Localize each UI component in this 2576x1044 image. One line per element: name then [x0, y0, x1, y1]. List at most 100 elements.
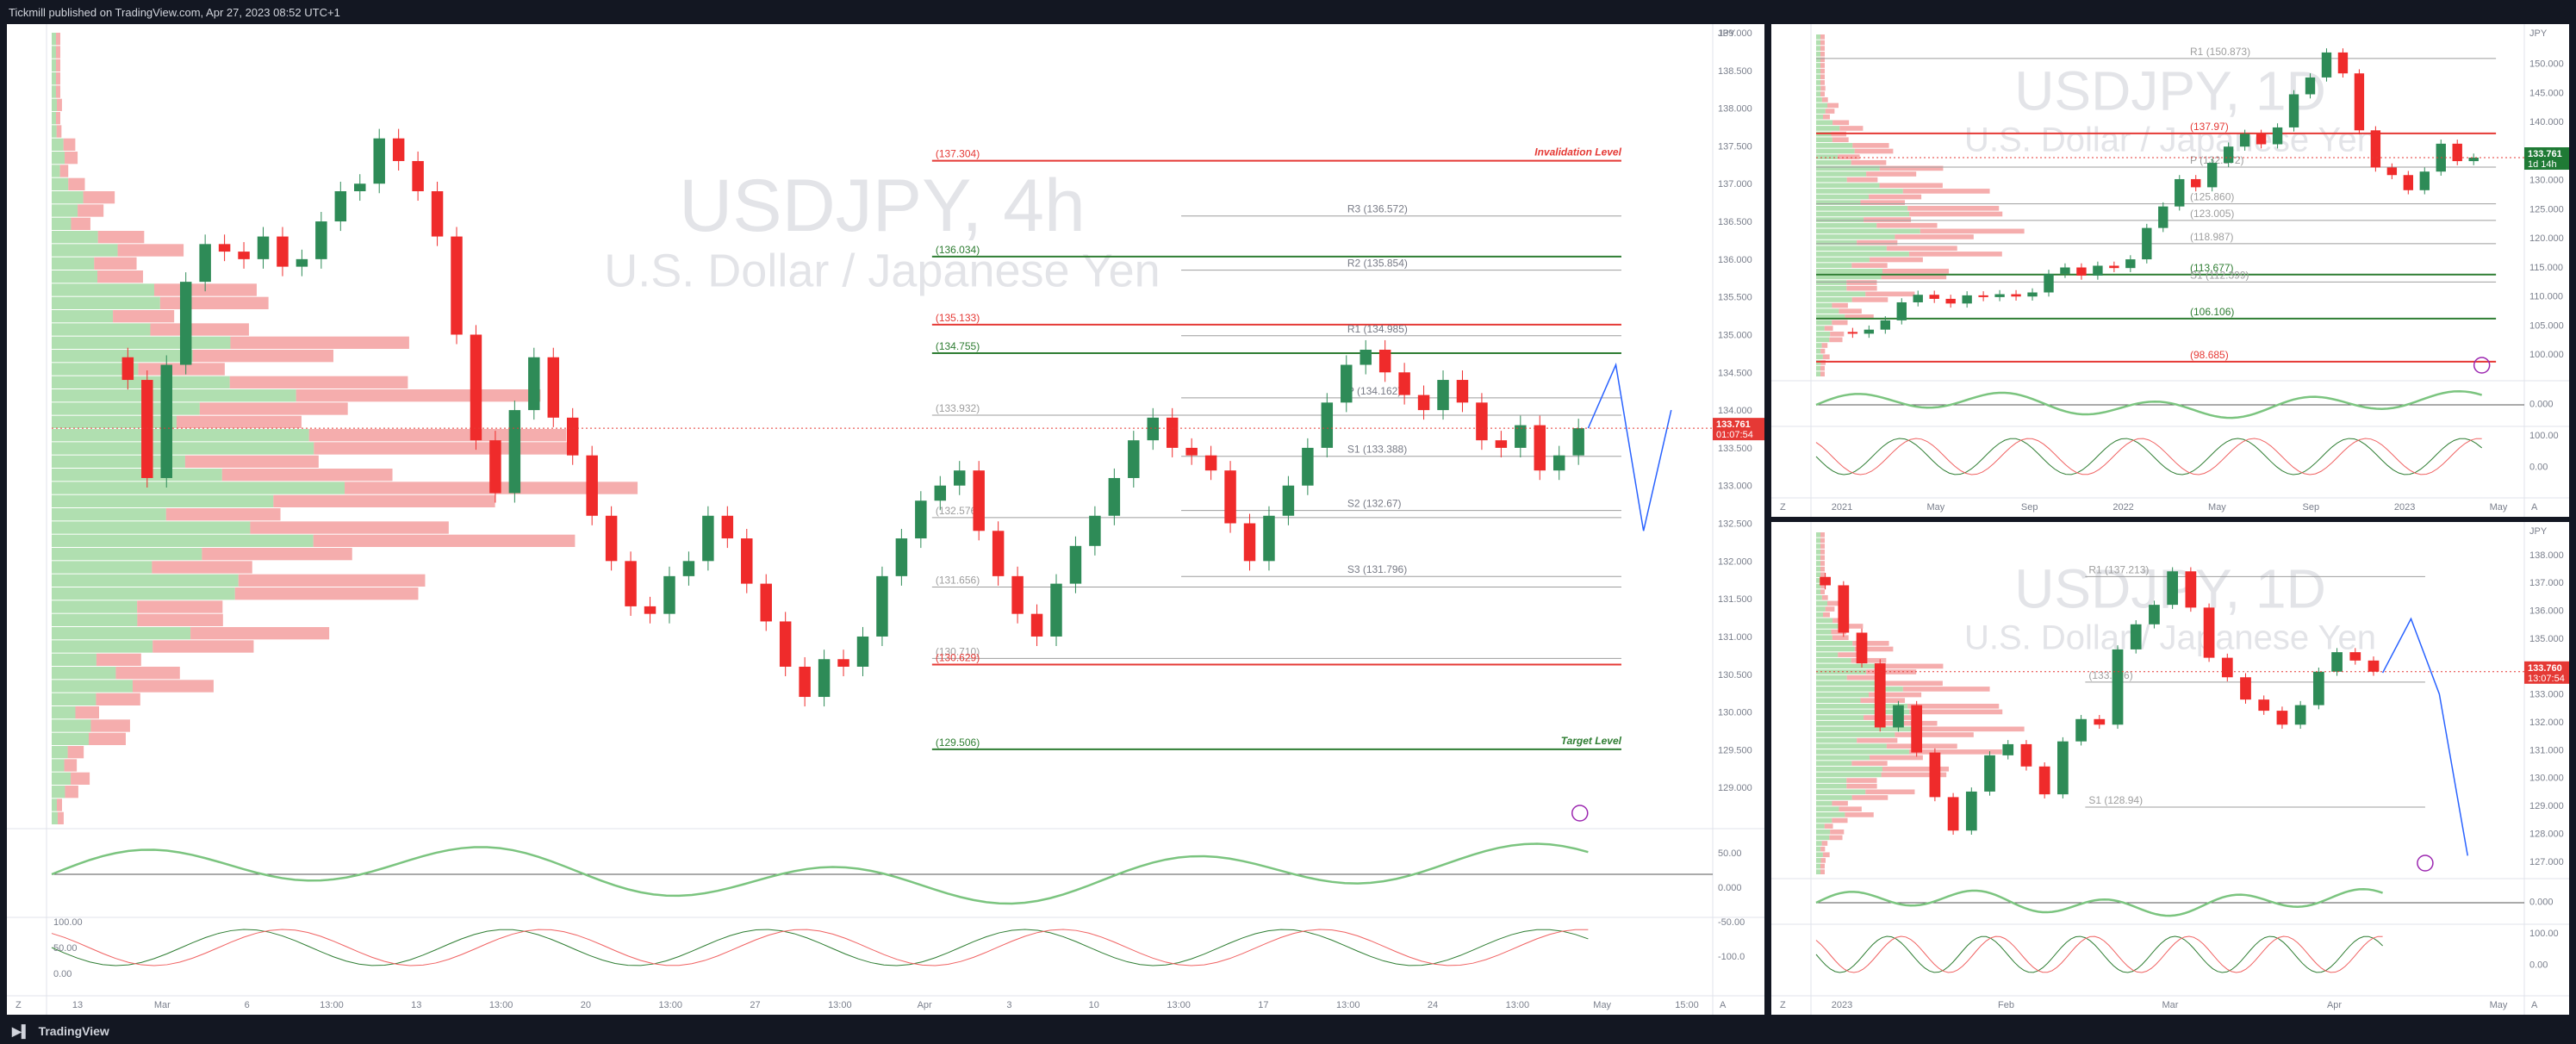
volume-profile-down [1825, 109, 1835, 114]
volume-profile-up [1816, 189, 1903, 194]
y-tick-label: 132.000 [2529, 718, 2564, 728]
volume-profile-up [1816, 532, 1820, 538]
volume-profile-up [1816, 618, 1833, 624]
volume-profile-down [1909, 709, 2003, 715]
oscillator-line [51, 842, 1589, 905]
volume-profile-up [1816, 57, 1820, 63]
candle-body [1896, 301, 1907, 320]
zoom-icon: Z [16, 1000, 22, 1010]
volume-profile-down [1820, 846, 1826, 852]
candle-body [760, 583, 772, 622]
candle-body [2167, 571, 2179, 606]
daily-chart-panel-top[interactable]: USDJPY, 1D U.S. Dollar / Japanese Yen JPY 1… [1771, 24, 2569, 517]
candle-body [1243, 523, 1256, 562]
candle-body [741, 538, 753, 584]
volume-profile-down [1832, 302, 1848, 308]
volume-profile-up [1816, 869, 1820, 874]
tradingview-brand[interactable]: ▶▌ TradingView [12, 1024, 109, 1039]
volume-profile-up [1816, 51, 1820, 57]
brand-label: TradingView [38, 1024, 109, 1038]
price-level-label: (137.304) [936, 148, 980, 160]
volume-profile-up [52, 323, 151, 336]
stochastic-k-line [51, 929, 1589, 966]
volume-profile-up [1816, 663, 1880, 669]
candle-body [1929, 752, 1941, 798]
volume-profile-down [1821, 841, 1828, 846]
candle-body [586, 455, 598, 516]
volume-profile-down [75, 706, 100, 719]
price-level-label: (135.133) [936, 312, 980, 324]
last-price-value: 133.760 [2528, 663, 2562, 674]
volume-profile-down [1881, 772, 1947, 778]
volume-profile-down [56, 72, 60, 85]
left-strip [1771, 522, 1811, 1015]
candle-body [2038, 766, 2050, 795]
daily-chart-panel-bottom[interactable]: USDJPY, 1D U.S. Dollar / Japanese Yen JPY 1… [1771, 522, 2569, 1015]
volume-profile-down [56, 112, 60, 125]
volume-profile-down [1846, 280, 1877, 285]
price-level-label: (131.656) [936, 574, 980, 586]
volume-profile-up [52, 653, 96, 666]
countdown-label: 1d 14h [2528, 159, 2557, 170]
volume-profile-up [1816, 555, 1820, 561]
price-level-label: (134.755) [936, 340, 980, 352]
volume-profile-down [1902, 189, 1990, 194]
volume-profile-down [97, 231, 145, 244]
volume-profile-down [68, 177, 85, 190]
watermark-name: U.S. Dollar / Japanese Yen [1964, 619, 2376, 657]
y-tick-label: 129.000 [1718, 783, 1752, 793]
volume-profile-down [1825, 606, 1835, 612]
oscillator-scale-label: 0.000 [2529, 897, 2554, 907]
candle-body [1978, 295, 1988, 297]
candle-body [2349, 652, 2361, 661]
volume-profile-down [1846, 674, 1878, 680]
daily-chart-svg-bottom[interactable]: USDJPY, 1DU.S. Dollar / Japanese YenJPY1… [1771, 522, 2569, 1015]
candle-body [1360, 350, 1372, 365]
candle-body [837, 659, 849, 667]
volume-profile-down [1830, 331, 1845, 337]
volume-profile-up [1816, 589, 1820, 594]
volume-profile-up [1816, 46, 1820, 51]
volume-profile-down [1820, 561, 1825, 566]
volume-profile-up [52, 415, 177, 428]
volume-profile-down [1820, 40, 1825, 46]
candle-body [1945, 298, 1956, 304]
volume-profile-up [1816, 680, 1880, 687]
volume-profile-up [1816, 566, 1820, 572]
x-tick-label: Apr [918, 1000, 932, 1010]
volume-profile-up [1816, 544, 1820, 549]
volume-profile-up [52, 336, 231, 349]
volume-profile-down [1826, 600, 1839, 606]
price-level-label: (132.576) [936, 505, 980, 517]
currency-label: JPY [2529, 526, 2548, 537]
y-tick-label: 136.000 [2529, 606, 2564, 617]
volume-profile-down [1820, 68, 1825, 74]
volume-profile-up [52, 548, 202, 561]
candle-body [1204, 455, 1217, 471]
oscillator-scale-label: -100.0 [1718, 952, 1745, 962]
volume-profile-up [52, 191, 84, 204]
volume-profile-up [1816, 183, 1880, 189]
candle-body [2312, 671, 2324, 705]
candle-body [1282, 485, 1295, 516]
volume-profile-up [1816, 268, 1883, 274]
x-tick-label: 20 [581, 1000, 591, 1010]
main-chart-panel[interactable]: USDJPY, 4h U.S. Dollar / Japanese Yen JPY 1… [7, 24, 1764, 1015]
main-chart-svg[interactable]: USDJPY, 4hU.S. Dollar / Japanese YenJPY1… [7, 24, 1764, 1015]
candle-body [1911, 705, 1923, 753]
y-tick-label: 110.000 [2529, 292, 2563, 302]
volume-profile-up [1816, 846, 1821, 852]
candle-body [1089, 515, 1101, 546]
y-tick-label: 132.000 [1718, 556, 1752, 567]
volume-profile-up [1816, 74, 1820, 80]
volume-profile-up [1816, 194, 1870, 200]
oscillator-scale-label: 100.00 [2529, 431, 2559, 441]
last-price-value: 133.761 [2528, 149, 2562, 159]
candle-body [1864, 329, 1875, 334]
volume-profile-up [1816, 795, 1852, 800]
volume-profile-up [1816, 629, 1832, 635]
volume-profile-up [52, 494, 274, 507]
candle-body [2468, 158, 2479, 162]
daily-chart-svg-top[interactable]: USDJPY, 1DU.S. Dollar / Japanese Yen JPY 1… [1771, 24, 2569, 517]
y-tick-label: 139.000 [1718, 28, 1752, 39]
